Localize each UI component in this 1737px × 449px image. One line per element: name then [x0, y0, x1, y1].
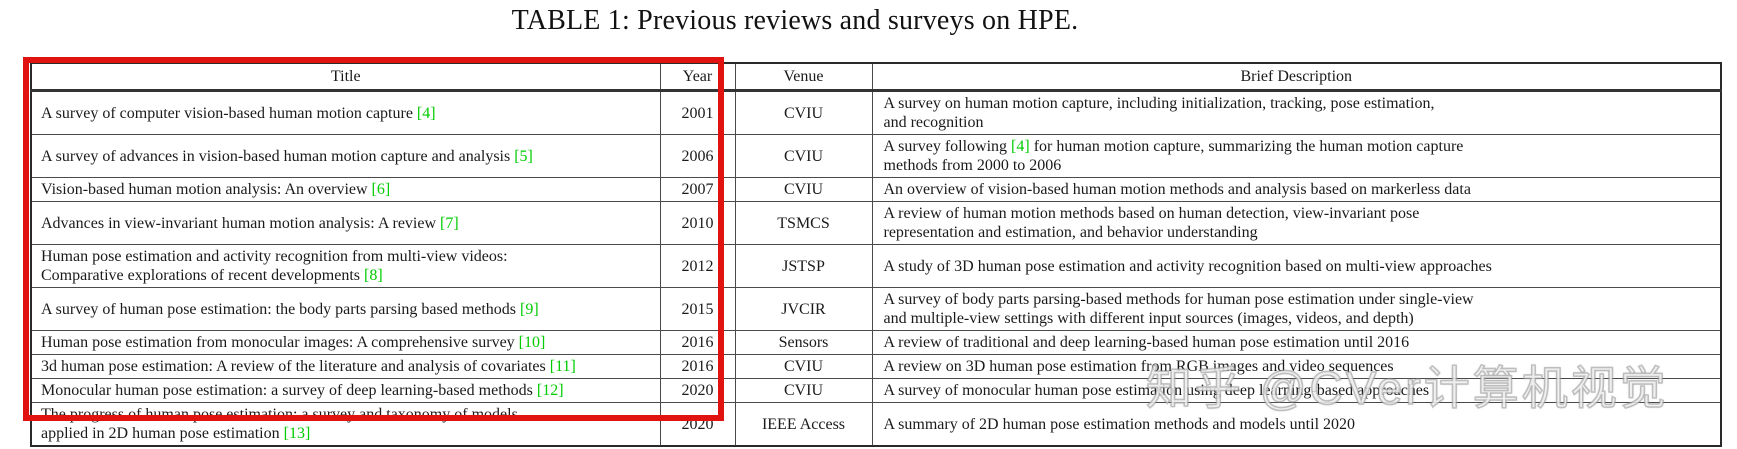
cell-year: 2007 [659, 177, 736, 202]
cell-title: Monocular human pose estimation: a surve… [30, 378, 661, 403]
cell-description: A review of traditional and deep learnin… [871, 330, 1722, 355]
cell-title: Human pose estimation and activity recog… [30, 244, 661, 288]
cell-venue: Sensors [734, 330, 873, 355]
reviews-table: Title Year Venue Brief Description A sur… [30, 62, 1722, 447]
table-row: A survey of advances in vision-based hum… [30, 134, 1722, 178]
cell-year: 2001 [659, 90, 736, 135]
citation-ref: [11] [549, 358, 576, 375]
header-row: Title Year Venue Brief Description [30, 62, 1722, 92]
citation-ref: [13] [283, 425, 311, 442]
cell-year: 2006 [659, 134, 736, 178]
cell-venue: CVIU [734, 90, 873, 135]
cell-description: A survey following [4] for human motion … [871, 134, 1722, 178]
cell-year: 2010 [659, 201, 736, 245]
table-row: Human pose estimation and activity recog… [30, 244, 1722, 288]
cell-description: A summary of 2D human pose estimation me… [871, 402, 1722, 447]
cell-description: A study of 3D human pose estimation and … [871, 244, 1722, 288]
table-row: A survey of human pose estimation: the b… [30, 287, 1722, 331]
cell-description: A survey of monocular human pose estimat… [871, 378, 1722, 403]
cell-venue: TSMCS [734, 201, 873, 245]
cell-title: A survey of human pose estimation: the b… [30, 287, 661, 331]
citation-ref: [6] [371, 181, 391, 198]
cell-title: The progress of human pose estimation: a… [30, 402, 661, 447]
cell-year: 2020 [659, 402, 736, 447]
citation-ref: [9] [520, 300, 539, 318]
column-header-venue: Venue [734, 62, 873, 92]
citation-ref: [8] [364, 267, 383, 284]
table-row: The progress of human pose estimation: a… [30, 402, 1722, 447]
cell-description: A review of human motion methods based o… [871, 201, 1722, 245]
cell-description: An overview of vision-based human motion… [871, 177, 1722, 202]
table-row: Advances in view-invariant human motion … [30, 201, 1722, 245]
citation-ref: [12] [536, 382, 564, 399]
cell-venue: CVIU [734, 177, 873, 202]
cell-description: A survey on human motion capture, includ… [871, 90, 1722, 135]
column-header-title: Title [30, 62, 661, 92]
cell-title: A survey of computer vision-based human … [30, 90, 661, 135]
table-row: Vision-based human motion analysis: An o… [30, 177, 1722, 202]
cell-year: 2015 [659, 287, 736, 331]
table-body: A survey of computer vision-based human … [30, 90, 1722, 447]
cell-venue: JVCIR [734, 287, 873, 331]
cell-year: 2016 [659, 354, 736, 379]
table-row: Monocular human pose estimation: a surve… [30, 378, 1722, 403]
cell-title: 3d human pose estimation: A review of th… [30, 354, 661, 379]
cell-year: 2012 [659, 244, 736, 288]
cell-venue: CVIU [734, 378, 873, 403]
table-row: 3d human pose estimation: A review of th… [30, 354, 1722, 379]
cell-title: Vision-based human motion analysis: An o… [30, 177, 661, 202]
table-caption: TABLE 1: Previous reviews and surveys on… [511, 5, 1079, 36]
table-row: Human pose estimation from monocular ima… [30, 330, 1722, 355]
citation-ref: [7] [440, 214, 459, 232]
citation-ref: [10] [518, 334, 546, 351]
citation-ref: [4] [1011, 138, 1030, 155]
cell-description: A survey of body parts parsing-based met… [871, 287, 1722, 331]
cell-venue: CVIU [734, 134, 873, 178]
cell-year: 2020 [659, 378, 736, 403]
cell-description: A review on 3D human pose estimation fro… [871, 354, 1722, 379]
cell-venue: IEEE Access [734, 402, 873, 447]
table-row: A survey of computer vision-based human … [30, 90, 1722, 135]
citation-ref: [4] [416, 104, 436, 122]
cell-year: 2016 [659, 330, 736, 355]
citation-ref: [5] [514, 147, 533, 165]
column-header-description: Brief Description [871, 62, 1722, 92]
cell-venue: JSTSP [734, 244, 873, 288]
reviews-table-container: Title Year Venue Brief Description A sur… [30, 62, 1722, 447]
column-header-year: Year [659, 62, 736, 92]
cell-title: A survey of advances in vision-based hum… [30, 134, 661, 178]
cell-title: Advances in view-invariant human motion … [30, 201, 661, 245]
cell-venue: CVIU [734, 354, 873, 379]
cell-title: Human pose estimation from monocular ima… [30, 330, 661, 355]
